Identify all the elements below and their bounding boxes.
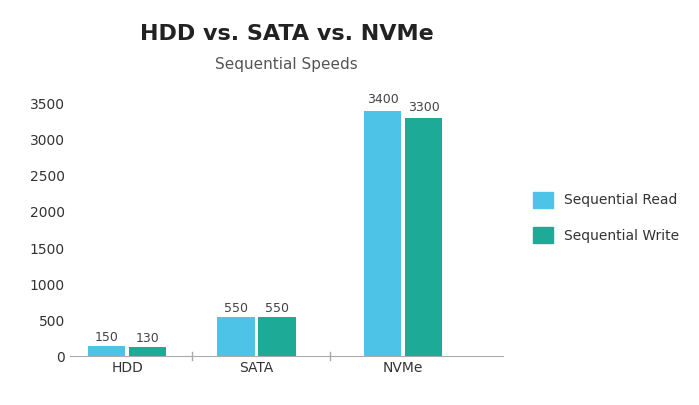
Text: 3400: 3400 [367, 94, 398, 107]
Bar [364, 111, 401, 356]
Text: 550: 550 [224, 302, 248, 315]
Text: 130: 130 [136, 333, 159, 345]
Text: HDD vs. SATA vs. NVMe: HDD vs. SATA vs. NVMe [140, 24, 433, 44]
Text: 150: 150 [95, 331, 119, 344]
Text: Sequential Speeds: Sequential Speeds [215, 57, 358, 72]
Bar [217, 317, 254, 356]
Legend: Sequential Read, Sequential Write: Sequential Read, Sequential Write [528, 186, 684, 249]
Bar [129, 347, 166, 356]
Text: 3300: 3300 [408, 100, 440, 114]
Text: 550: 550 [265, 302, 289, 315]
Bar [405, 118, 442, 356]
Bar [88, 345, 125, 356]
Bar [259, 317, 296, 356]
